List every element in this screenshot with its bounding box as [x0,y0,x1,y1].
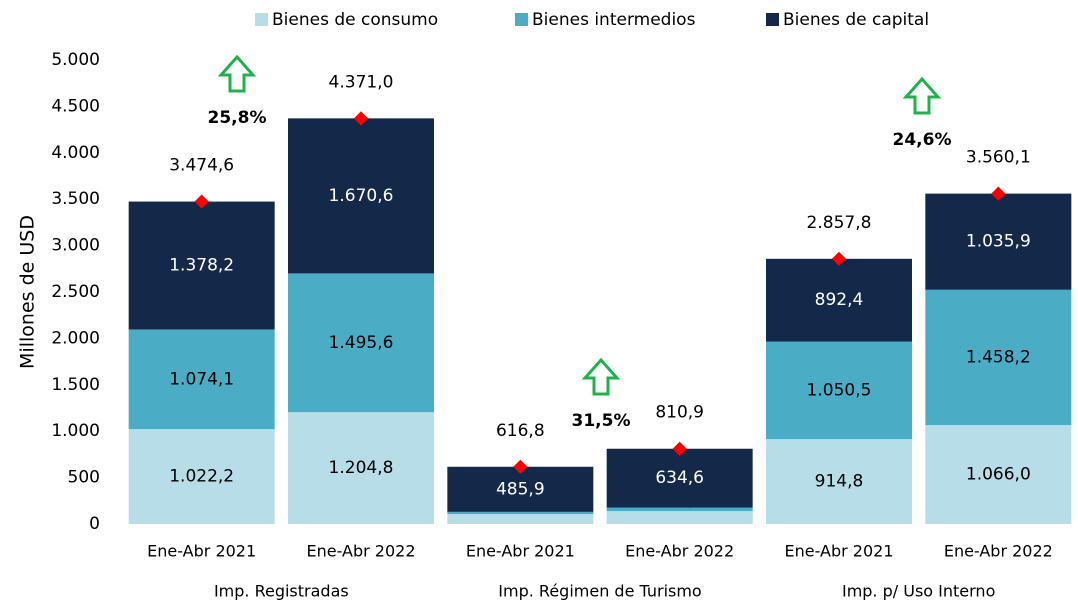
x-tick-label: Ene-Abr 2022 [625,542,734,561]
total-marker [991,186,1006,201]
legend-swatch [255,13,268,26]
total-label: 3.560,1 [966,148,1031,168]
bar-segment [288,273,434,413]
y-tick-label: 2.500 [51,282,100,302]
growth-label: 25,8% [208,108,267,128]
bar-segment [606,511,753,524]
growth-label: 31,5% [572,411,631,431]
x-tick-label: Ene-Abr 2022 [307,542,416,561]
value-label: 1.035,9 [966,232,1031,252]
bar-segment [925,193,1072,290]
bar-segment [447,466,594,512]
x-tick-label: Ene-Abr 2022 [944,542,1053,561]
bar-segment [925,289,1072,426]
value-label: 914,8 [815,472,864,492]
bar-segment [606,448,753,508]
value-label: 1.074,1 [169,369,234,389]
x-tick-label: Ene-Abr 2021 [785,542,894,561]
value-label: 1.066,0 [966,465,1031,485]
y-tick-label: 1.500 [51,375,100,395]
x-tick-label: Ene-Abr 2021 [147,542,256,561]
growth-arrow [581,357,621,396]
value-label: 485,9 [496,479,545,499]
total-label: 2.857,8 [807,213,872,233]
growth-arrow [217,54,257,93]
legend-swatch [766,13,779,26]
group-label: Imp. Régimen de Turismo [498,582,701,601]
bar-segment [288,118,434,274]
value-label: 1.495,6 [329,333,394,353]
total-label: 616,8 [496,421,545,441]
legend-swatch [515,13,528,26]
total-label: 4.371,0 [329,72,394,92]
y-tick-label: 1.000 [51,421,100,441]
value-label: 1.022,2 [169,467,234,487]
total-marker [353,111,369,126]
x-tick-label: Ene-Abr 2021 [466,542,575,561]
bar-segment [766,258,912,342]
bar-segment [606,507,753,512]
y-tick-label: 5.000 [51,50,100,70]
value-label: 892,4 [815,290,864,310]
bar-segment [766,439,912,524]
bar-segment [766,341,912,440]
group-label: Imp. p/ Uso Interno [842,582,995,601]
legend-label: Bienes intermedios [532,10,696,30]
y-tick-label: 3.000 [51,236,100,256]
y-axis-label: Millones de USD [17,215,39,369]
value-label: 1.050,5 [807,380,872,400]
legend-label: Bienes de capital [783,10,929,30]
total-marker [672,441,687,456]
y-tick-label: 0 [89,514,100,534]
total-marker [194,194,209,209]
legend-label: Bienes de consumo [272,10,438,30]
bar-segment [925,425,1072,524]
y-tick-label: 500 [68,468,100,488]
bar-segment [128,329,275,430]
value-label: 1.204,8 [329,458,394,478]
y-tick-label: 4.500 [51,96,100,116]
total-label: 3.474,6 [169,156,234,176]
value-label: 634,6 [655,468,704,488]
y-tick-label: 3.500 [51,189,100,209]
bar-segment [128,201,275,330]
total-marker [513,459,528,474]
total-label: 810,9 [655,403,704,423]
total-marker [831,251,847,266]
growth-label: 24,6% [893,130,952,150]
value-label: 1.670,6 [329,186,394,206]
y-tick-label: 4.000 [51,143,100,163]
y-tick-label: 2.000 [51,328,100,348]
bar-segment [447,511,594,515]
bar-segment [447,514,594,524]
growth-arrow [902,76,942,115]
bar-segment [288,412,434,524]
bar-segment [128,429,275,524]
value-label: 1.458,2 [966,347,1031,367]
group-label: Imp. Registradas [214,582,349,601]
value-label: 1.378,2 [169,256,234,276]
